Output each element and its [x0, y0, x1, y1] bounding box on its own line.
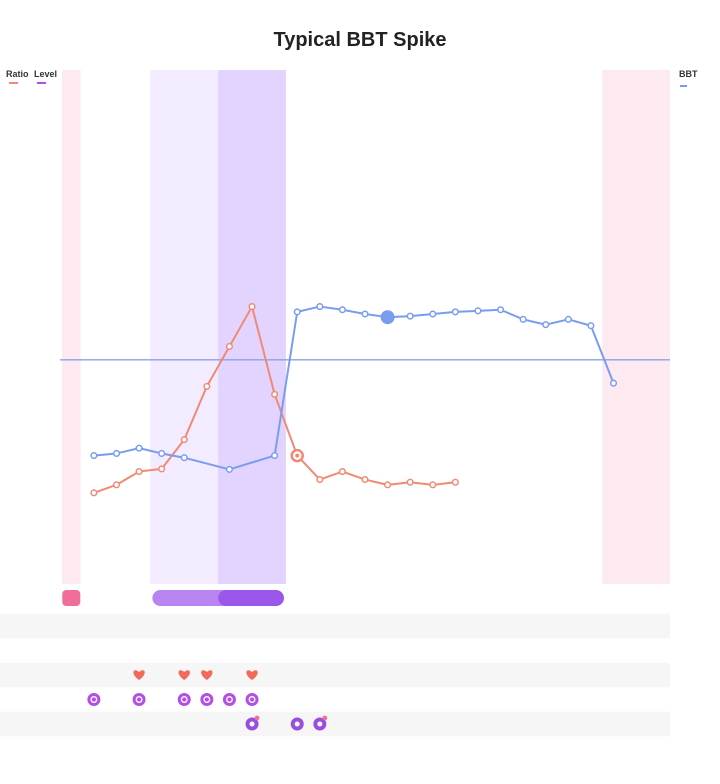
cervical-mucus-icon [177, 693, 191, 706]
predicted-period-band [602, 70, 670, 584]
row-stripe [0, 613, 670, 639]
ratio-point [135, 468, 143, 476]
cervical-mucus-icon-inner [135, 696, 143, 703]
bbt-point [158, 449, 166, 458]
cervical-mucus-icon-inner [248, 696, 256, 703]
bbt-point [451, 308, 459, 316]
ratio-point [112, 481, 121, 489]
heart-icon [133, 670, 145, 680]
heart-icon [201, 670, 213, 680]
level-axis-header: Level [34, 69, 57, 79]
bbt-point [587, 322, 595, 330]
ratio-axis-header: Ratio [6, 69, 29, 79]
ratio-point [384, 481, 392, 489]
bbt-point [361, 310, 369, 318]
chart-title: Typical BBT Spike [273, 29, 446, 51]
bbt-point [293, 308, 301, 316]
ratio-point [180, 436, 188, 444]
cervical-mucus-icon [200, 693, 214, 706]
bbt-line [93, 305, 615, 471]
ratio-point [429, 481, 437, 489]
bbt-point [474, 307, 482, 315]
ratio-point [203, 382, 211, 390]
symptom-badge [254, 715, 260, 721]
bbt-point [271, 452, 279, 460]
bbt-point [316, 303, 324, 311]
bbt-point [406, 312, 414, 320]
cervical-mucus-icon-inner [225, 696, 233, 703]
ratio-point [248, 303, 256, 311]
cervical-mucus-icon-inner [90, 696, 98, 703]
bbt-point [225, 465, 233, 473]
bbt-point [609, 379, 618, 387]
symptom-icon-inner [317, 721, 323, 727]
cervical-mucus-icon [132, 693, 146, 706]
ratio-point [338, 468, 346, 476]
bbt-point [542, 321, 550, 329]
cervical-mucus-icon-inner [180, 696, 188, 703]
ratio-point [451, 478, 459, 486]
bbt-point [112, 449, 121, 458]
ratio-point [271, 390, 279, 398]
cervical-mucus-icon [245, 693, 259, 706]
ratio-peak-dot [295, 453, 300, 458]
ratio-point [158, 465, 166, 473]
row-stripe [0, 662, 670, 688]
bbt-marked-point [380, 310, 395, 325]
heart-icon [178, 670, 190, 680]
bbt-point [90, 452, 98, 460]
cervical-mucus-icon [222, 693, 236, 706]
symptom-icon-inner [294, 721, 300, 727]
row-stripe [0, 711, 670, 737]
bbt-point [519, 315, 527, 323]
period-band [62, 70, 81, 584]
ratio-point [361, 475, 369, 484]
peak-window-band [218, 70, 286, 584]
cervical-mucus-icon [87, 693, 101, 706]
symptom-badge [322, 715, 328, 721]
period-day-badge [62, 590, 81, 606]
cervical-mucus-icon-inner [203, 696, 211, 703]
ratio-point [225, 342, 233, 351]
peak-days-pill [218, 590, 284, 606]
bbt-point [338, 306, 346, 314]
bbt-point [497, 306, 505, 314]
bbt-point [564, 315, 572, 323]
bbt-axis-header: BBT [679, 69, 698, 79]
bbt-point [180, 454, 188, 462]
ratio-point [90, 489, 98, 497]
heart-icon [246, 670, 258, 680]
symptom-icon-inner [249, 721, 255, 727]
bbt-point [135, 444, 143, 452]
ratio-point [316, 475, 324, 484]
bbt-point [429, 310, 437, 318]
ratio-point [406, 478, 414, 486]
